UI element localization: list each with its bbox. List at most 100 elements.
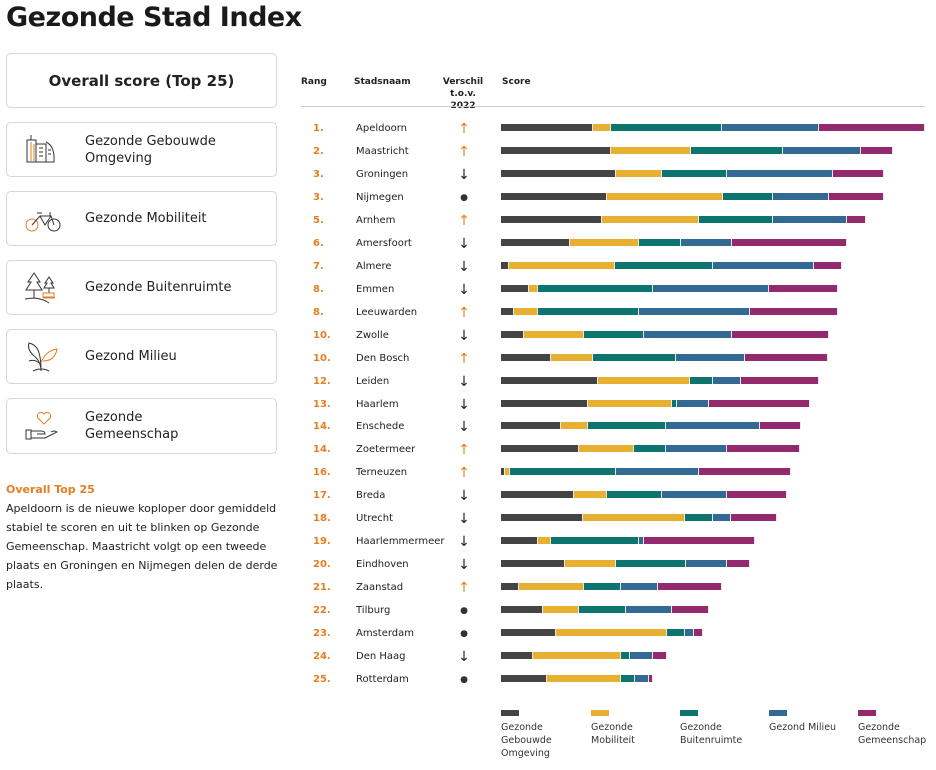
city-name: Haarlemmermeer bbox=[356, 536, 445, 548]
bar-segment-5 bbox=[731, 238, 847, 246]
bicycle-icon bbox=[25, 211, 61, 231]
table-row: 16. Terneuzen ↑ bbox=[301, 464, 931, 484]
bar-segment-1 bbox=[501, 491, 574, 499]
bar-segment-1 bbox=[501, 560, 566, 568]
city-name: Terneuzen bbox=[356, 467, 408, 479]
bar-segment-4 bbox=[666, 445, 727, 453]
rank-label: 10. bbox=[313, 352, 331, 364]
category-label: Gezonde Buitenruimte bbox=[85, 280, 232, 295]
rank-label: 21. bbox=[313, 582, 331, 594]
bar-segment-1 bbox=[501, 629, 557, 637]
trend-down-icon: ↓ bbox=[458, 373, 470, 390]
bar-segment-4 bbox=[773, 215, 848, 223]
city-name: Amsterdam bbox=[356, 628, 415, 640]
header-change-line1: Verschil bbox=[442, 77, 484, 87]
bar-segment-4 bbox=[666, 422, 760, 430]
table-row: 22. Tilburg ● bbox=[301, 602, 931, 622]
rank-label: 18. bbox=[313, 513, 331, 525]
trend-down-icon: ↓ bbox=[458, 649, 470, 666]
bar-segment-2 bbox=[504, 468, 510, 476]
bar-segment-1 bbox=[501, 215, 602, 223]
table-row: 8. Leeuwarden ↑ bbox=[301, 304, 931, 324]
trend-same-icon: ● bbox=[460, 629, 468, 640]
trend-same-icon: ● bbox=[460, 675, 468, 686]
bar-segment-3 bbox=[639, 238, 681, 246]
bar-segment-3 bbox=[509, 468, 616, 476]
bar-segment-1 bbox=[501, 376, 598, 384]
city-name: Utrecht bbox=[356, 513, 394, 525]
bar-segment-2 bbox=[514, 307, 538, 315]
bar-segment-3 bbox=[579, 606, 626, 614]
bar-segment-2 bbox=[528, 284, 538, 292]
city-name: Enschede bbox=[356, 421, 405, 433]
bar-segment-3 bbox=[666, 629, 686, 637]
overall-score-button[interactable]: Overall score (Top 25) bbox=[6, 53, 277, 108]
bar-segment-1 bbox=[501, 514, 584, 522]
trend-up-icon: ↑ bbox=[458, 143, 470, 160]
bar-segment-4 bbox=[713, 376, 741, 384]
category-button-gemeenschap[interactable]: Gezonde Gemeenschap bbox=[6, 398, 277, 454]
category-button-buitenruimte[interactable]: Gezonde Buitenruimte bbox=[6, 260, 277, 315]
rank-label: 19. bbox=[313, 536, 331, 548]
bar-segment-4 bbox=[680, 238, 732, 246]
category-label: Gezonde Mobiliteit bbox=[85, 211, 207, 226]
table-row: 2. Maastricht ↑ bbox=[301, 143, 931, 163]
bar-segment-2 bbox=[533, 652, 621, 660]
table-row: 3. Nijmegen ● bbox=[301, 189, 931, 209]
table-row: 25. Rotterdam ● bbox=[301, 671, 931, 691]
trend-down-icon: ↓ bbox=[458, 281, 470, 298]
bar-segment-4 bbox=[639, 307, 751, 315]
bar-segment-1 bbox=[501, 353, 552, 361]
overall-score-label: Overall score (Top 25) bbox=[48, 71, 235, 90]
city-name: Zoetermeer bbox=[356, 444, 416, 456]
city-name: Almere bbox=[356, 260, 392, 272]
bar-segment-1 bbox=[501, 652, 534, 660]
header-divider bbox=[301, 106, 925, 107]
table-row: 14. Zoetermeer ↑ bbox=[301, 441, 931, 461]
bar-segment-2 bbox=[565, 560, 617, 568]
bar-segment-3 bbox=[672, 399, 677, 407]
category-label: Gezonde Gebouwde Omgeving bbox=[85, 133, 216, 166]
bar-segment-2 bbox=[519, 583, 585, 591]
bar-segment-1 bbox=[501, 146, 612, 154]
legend-swatch bbox=[680, 710, 698, 716]
bar-segment-2 bbox=[573, 491, 607, 499]
trend-up-icon: ↑ bbox=[458, 580, 470, 597]
bar-segment-4 bbox=[713, 261, 815, 269]
legend-label: Gezonde Gemeenschap bbox=[858, 722, 927, 746]
bar-segment-5 bbox=[699, 468, 791, 476]
legend-item: Gezonde Gemeenschap bbox=[858, 710, 936, 747]
rank-label: 20. bbox=[313, 559, 331, 571]
bar-segment-1 bbox=[501, 124, 593, 131]
legend-label: Gezond Milieu bbox=[769, 722, 837, 733]
city-name: Tilburg bbox=[356, 605, 391, 617]
bar-segment-2 bbox=[578, 445, 635, 453]
bar-segment-1 bbox=[501, 307, 515, 315]
bar-segment-2 bbox=[615, 169, 663, 177]
bar-segment-4 bbox=[634, 675, 649, 683]
bar-segment-2 bbox=[601, 215, 700, 223]
bar-segment-3 bbox=[606, 491, 663, 499]
bar-segment-4 bbox=[685, 560, 728, 568]
city-name: Rotterdam bbox=[356, 674, 409, 686]
category-button-gebouwde-omgeving[interactable]: Gezonde Gebouwde Omgeving bbox=[6, 122, 277, 177]
category-button-milieu[interactable]: Gezond Milieu bbox=[6, 329, 277, 384]
bar-segment-3 bbox=[699, 215, 774, 223]
bar-segment-1 bbox=[501, 606, 543, 614]
trees-bench-icon bbox=[24, 271, 55, 303]
bar-segment-5 bbox=[814, 261, 842, 269]
bar-segment-1 bbox=[501, 261, 510, 269]
bar-segment-5 bbox=[732, 330, 829, 338]
bar-segment-4 bbox=[615, 468, 699, 476]
trend-up-icon: ↑ bbox=[458, 212, 470, 229]
rank-label: 5. bbox=[313, 214, 324, 226]
bar-segment-4 bbox=[644, 330, 733, 338]
bar-segment-3 bbox=[615, 261, 713, 269]
bar-segment-2 bbox=[537, 537, 552, 545]
bar-segment-1 bbox=[501, 284, 529, 292]
bar-segment-3 bbox=[584, 583, 621, 591]
rank-label: 1. bbox=[313, 123, 324, 134]
table-row: 24. Den Haag ↓ bbox=[301, 648, 931, 668]
category-button-mobiliteit[interactable]: Gezonde Mobiliteit bbox=[6, 191, 277, 246]
rank-label: 14. bbox=[313, 421, 331, 433]
